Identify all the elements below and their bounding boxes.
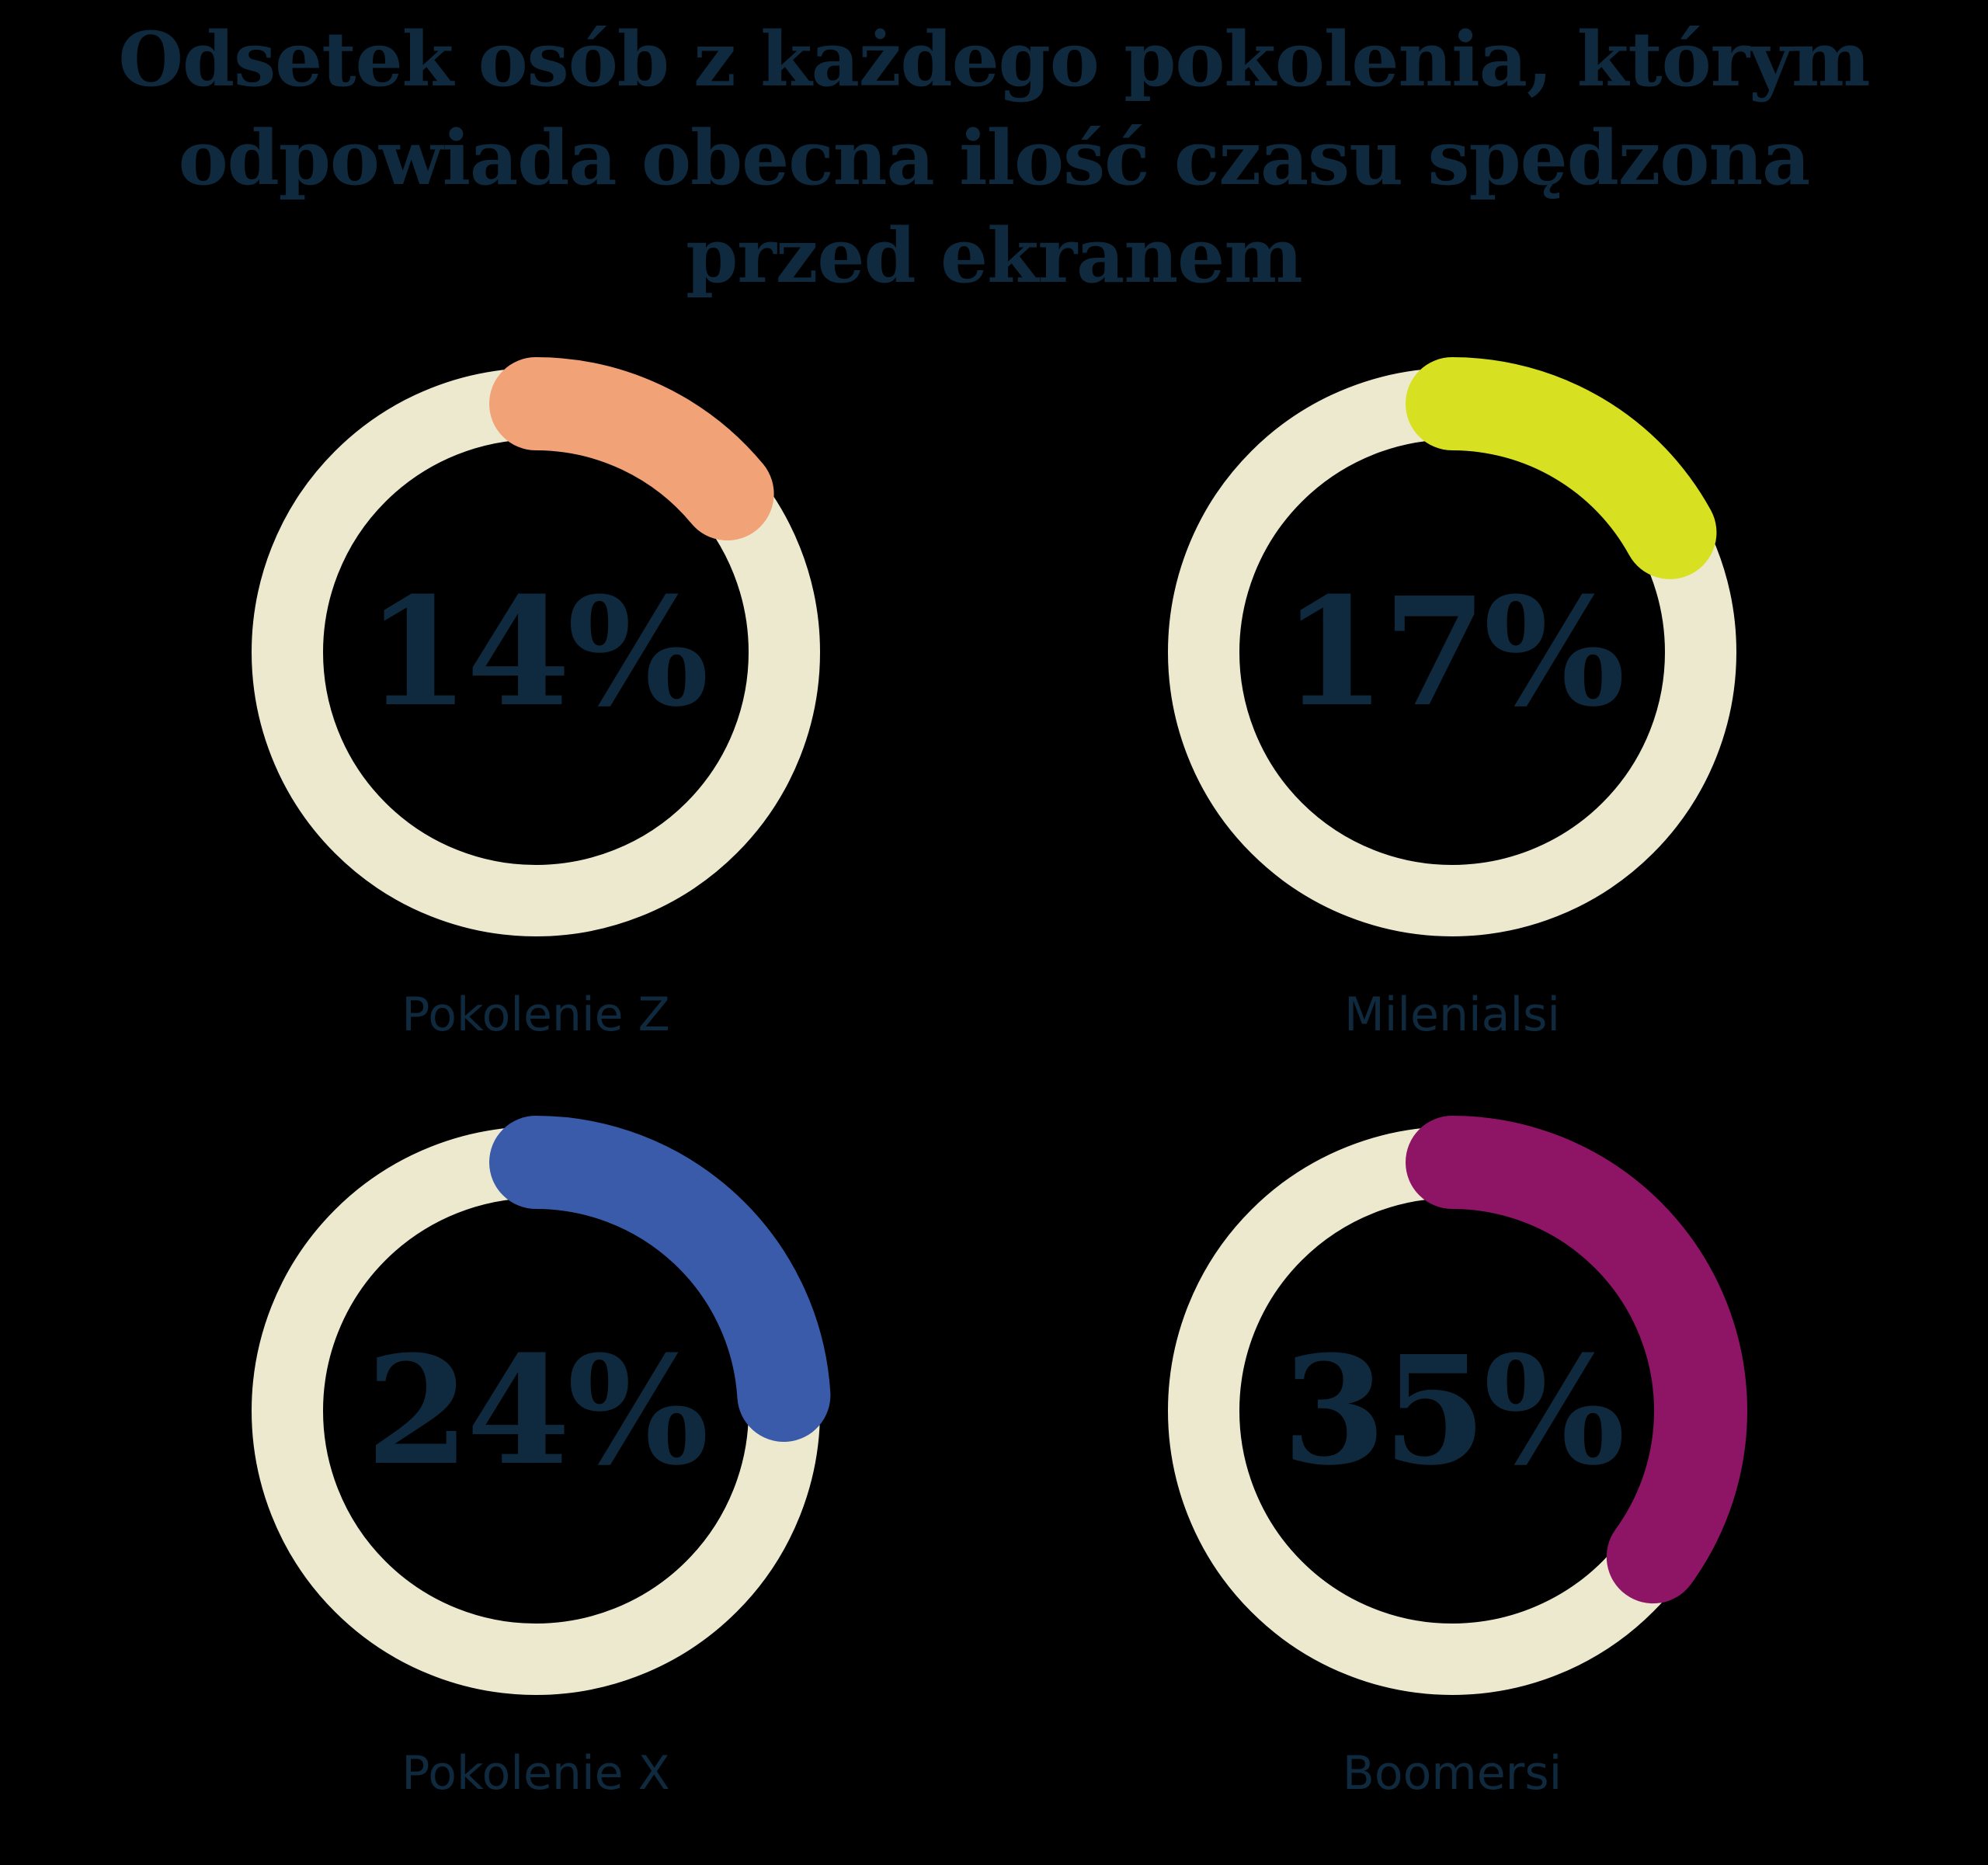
donut-ring-icon (241, 1116, 831, 1707)
donut-cell-gen-z: 14% Pokolenie Z (241, 357, 831, 1042)
donut-chart-boomers: 35% (1157, 1116, 1747, 1707)
donut-value-label: 17% (1282, 564, 1625, 740)
donut-category-label: Pokolenie Z (401, 988, 670, 1043)
donut-grid: 14% Pokolenie Z 17% Milenialsi 24% (78, 357, 1910, 1801)
chart-title-line-2: odpowiada obecna ilość czasu spędzona (178, 113, 1811, 202)
donut-cell-boomers: 35% Boomersi (1157, 1116, 1747, 1801)
donut-category-label: Pokolenie X (401, 1746, 670, 1801)
donut-value-label: 35% (1282, 1323, 1625, 1499)
donut-chart-gen-x: 24% (241, 1116, 831, 1707)
donut-value-arc (1157, 357, 1747, 948)
chart-title-line-1: Odsetek osób z każdego pokolenia, którym (118, 16, 1870, 103)
donut-value-arc (241, 1116, 831, 1707)
donut-ring-icon (1157, 357, 1747, 948)
donut-chart-gen-z: 14% (241, 357, 831, 948)
chart-title: Odsetek osób z każdego pokolenia, którym… (0, 0, 1988, 306)
donut-cell-gen-x: 24% Pokolenie X (241, 1116, 831, 1801)
donut-ring-icon (1157, 1116, 1747, 1707)
donut-value-arc (241, 357, 831, 948)
donut-category-label: Milenialsi (1343, 988, 1561, 1043)
donut-cell-millennials: 17% Milenialsi (1157, 357, 1747, 1042)
donut-value-arc (1157, 1116, 1747, 1707)
donut-category-label: Boomersi (1342, 1746, 1562, 1801)
donut-value-label: 14% (366, 564, 709, 740)
donut-ring-icon (241, 357, 831, 948)
donut-chart-millennials: 17% (1157, 357, 1747, 948)
chart-title-line-3: przed ekranem (686, 212, 1303, 300)
donut-value-label: 24% (366, 1323, 709, 1499)
